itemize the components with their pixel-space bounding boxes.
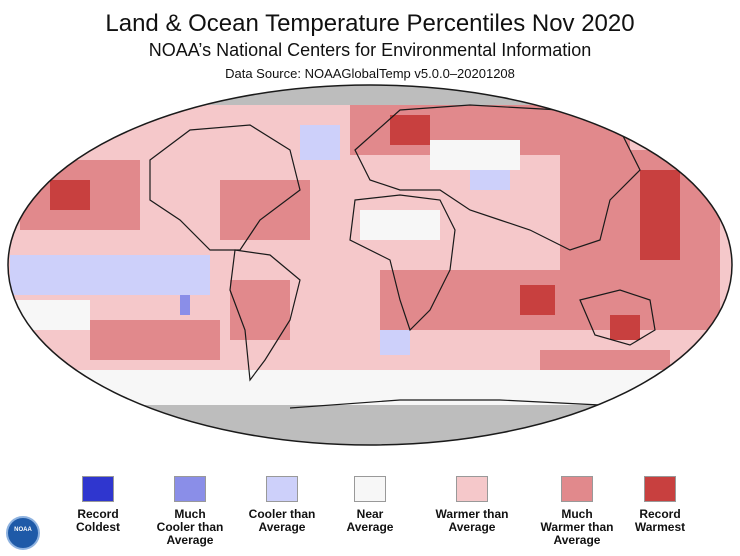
legend-label: Warmer than Average [435, 507, 509, 534]
legend-item: Much Cooler than Average [140, 476, 240, 547]
much-cooler-patch [180, 295, 190, 315]
percentile-field [8, 85, 732, 445]
s-pacific-warm [90, 320, 220, 360]
noaa-logo: NOAA [6, 516, 40, 550]
legend-item: Record Coldest [48, 476, 148, 534]
legend-item: Record Warmest [610, 476, 710, 534]
legend-swatch [561, 476, 593, 502]
world-map [7, 84, 733, 446]
legend-item: Cooler than Average [232, 476, 332, 534]
n-atlantic-warm [220, 180, 310, 240]
legend-label: Record Coldest [75, 507, 120, 534]
legend-swatch [354, 476, 386, 502]
legend-label: Much Warmer than Average [540, 507, 614, 547]
legend-swatch [456, 476, 488, 502]
legend-swatch [82, 476, 114, 502]
greenland-cool [300, 125, 340, 160]
noaa-logo-text: NOAA [14, 527, 32, 533]
data-source: Data Source: NOAAGlobalTemp v5.0.0–20201… [225, 66, 515, 81]
legend-swatch [174, 476, 206, 502]
record-warm-3 [520, 285, 555, 315]
record-warm-5 [610, 315, 640, 340]
legend-swatch [644, 476, 676, 502]
s-atlantic-cool [380, 330, 410, 355]
record-warm-1 [640, 170, 680, 260]
southern-ocean-near [10, 370, 730, 405]
legend-label: Near Average [346, 507, 394, 534]
eq-pacific-cool [10, 255, 210, 295]
legend-item: Warmer than Average [422, 476, 522, 534]
siberia-near [430, 140, 520, 170]
legend-label: Record Warmest [634, 507, 686, 534]
globe-outline [7, 84, 733, 446]
legend-label: Cooler than Average [248, 507, 316, 534]
map-subtitle: NOAA’s National Centers for Environmenta… [148, 40, 592, 60]
legend-swatch [266, 476, 298, 502]
record-warm-4 [50, 180, 90, 210]
sahara-near [360, 210, 440, 240]
legend-item: Much Warmer than Average [527, 476, 627, 547]
legend-label: Much Cooler than Average [156, 507, 224, 547]
antarctic-missing [8, 405, 732, 445]
legend-item: Near Average [320, 476, 420, 534]
map-title: Land & Ocean Temperature Percentiles Nov… [105, 10, 635, 37]
arctic-missing [8, 85, 732, 105]
record-warm-2 [390, 115, 430, 145]
s-america-warm [230, 280, 290, 340]
continent-outlines [149, 104, 656, 431]
